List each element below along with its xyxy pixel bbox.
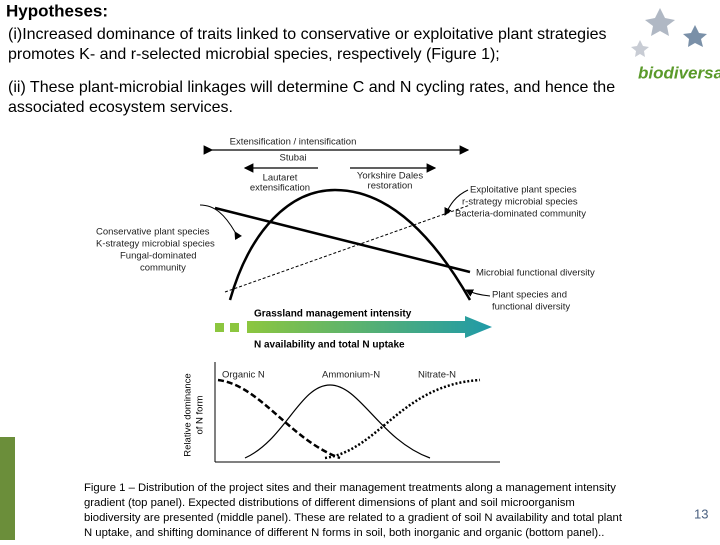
label: K-strategy microbial species [96, 239, 215, 250]
label: extensification [250, 183, 310, 194]
caption-line: biodiversity are presented (middle panel… [84, 512, 623, 524]
label: Plant species and [492, 290, 567, 301]
gradient-step [215, 323, 224, 332]
hypothesis-line: (ii) These plant-microbial linkages will… [8, 79, 615, 96]
caption-line: Figure 1 – Distribution of the project s… [84, 482, 616, 494]
hypothesis-line: associated ecosystem services. [8, 99, 233, 116]
label: Grassland management intensity [254, 309, 412, 320]
label: Bacteria-dominated community [455, 209, 586, 220]
label: Exploitative plant species [470, 185, 577, 196]
label: Stubai [280, 153, 307, 164]
label: Microbial functional diversity [476, 268, 595, 279]
hypothesis-line: promotes K- and r-selected microbial spe… [8, 46, 500, 63]
label: Fungal-dominated [120, 251, 197, 262]
caption-line: gradient (top panel). Expected distribut… [84, 497, 575, 509]
label: Conservative plant species [96, 227, 210, 238]
label: r-strategy microbial species [462, 197, 578, 208]
label: Extensification / intensification [230, 137, 357, 148]
bottom-panel [214, 362, 500, 463]
logo [631, 8, 707, 57]
label: functional diversity [492, 302, 570, 313]
gradient-arrow [247, 316, 492, 338]
hypothesis-line: (i)Increased dominance of traits linked … [8, 26, 607, 43]
side-bar [0, 437, 15, 540]
label: N availability and total N uptake [254, 340, 405, 351]
label: Nitrate-N [418, 370, 456, 381]
label: restoration [368, 181, 413, 192]
axis-label: Relative dominance [183, 373, 194, 456]
label: Organic N [222, 370, 265, 381]
label: community [140, 263, 186, 274]
axis-label: of N form [195, 395, 206, 434]
logo-text: biodiversa [638, 63, 720, 82]
caption-line: N uptake, and shifting dominance of diff… [84, 527, 604, 539]
gradient-step [230, 323, 239, 332]
label: Yorkshire Dales [357, 171, 423, 182]
label: Ammonium-N [322, 370, 380, 381]
page-number: 13 [694, 506, 708, 521]
top-panel [199, 145, 491, 301]
title: Hypotheses: [6, 1, 108, 20]
label: Lautaret [263, 173, 298, 184]
